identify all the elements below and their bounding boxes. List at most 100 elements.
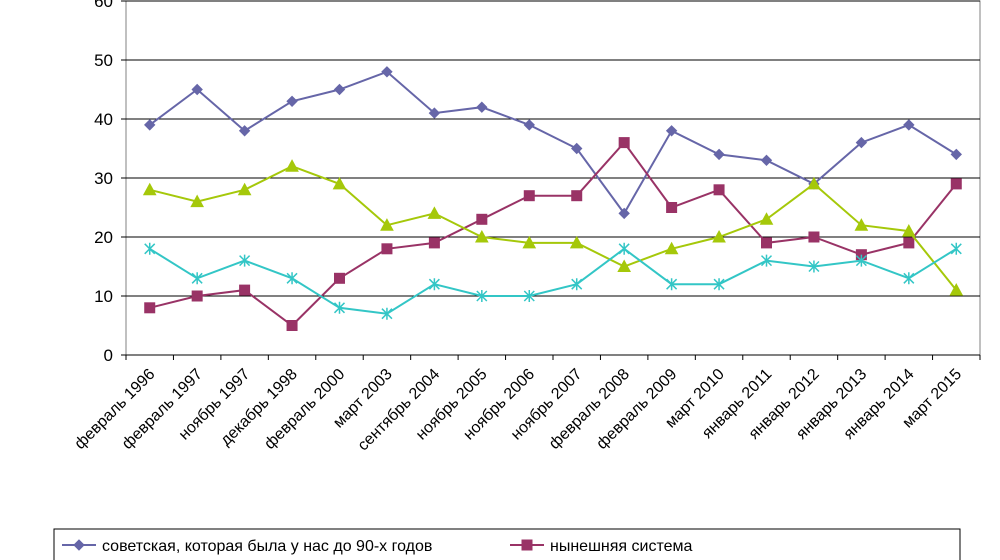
y-axis-ticks: 0 10 20 30 40 50 60 [94,0,126,365]
data-point [808,260,820,273]
series-2 [144,137,962,331]
data-point [191,290,203,302]
data-point [903,237,915,249]
data-point [476,101,488,113]
data-point [190,194,205,208]
data-point [428,107,441,119]
data-point [474,229,489,243]
data-point [476,290,488,302]
y-tick-label: 30 [94,169,113,188]
series-line [149,141,958,327]
data-point [761,237,772,249]
data-point [759,212,774,225]
data-point [664,241,679,255]
data-point [427,206,442,219]
data-point [713,278,725,291]
data-point [237,182,252,196]
grid-lines [125,0,981,356]
y-tick-label: 0 [104,346,113,365]
series-3 [142,159,964,296]
data-point [760,254,773,267]
data-point [523,190,535,202]
data-point [144,119,156,131]
data-point [950,242,962,255]
legend-entry: нынешняя система [510,538,693,555]
data-point [569,235,584,249]
data-point [285,159,299,172]
x-axis [125,354,981,360]
x-tick-label: февраль 2009 [593,366,680,453]
data-point [381,243,393,255]
legend-label: нынешняя система [550,538,693,555]
y-tick-label: 50 [94,51,113,70]
data-point [617,259,632,272]
data-point [428,237,440,249]
series-line [149,247,957,315]
x-tick-label: февраль 2000 [261,366,348,453]
data-point [713,148,725,161]
y-tick-label: 60 [94,0,113,11]
data-point [191,83,203,96]
data-point [523,119,535,131]
data-point [571,190,583,202]
data-point [666,278,678,291]
data-point [571,278,583,291]
y-tick-label: 10 [94,287,113,306]
data-point [523,290,535,302]
x-tick-label: сентябрь 2004 [355,366,444,455]
data-point [522,235,537,249]
data-point [855,136,868,149]
data-point [666,202,678,213]
data-point [807,176,821,190]
data-point [381,307,393,320]
legend-label: советская, которая была у нас до 90-х го… [102,538,432,555]
legend-entry: советская, которая была у нас до 90-х го… [62,538,432,555]
data-point [239,284,251,296]
data-point [618,207,630,220]
data-point [142,182,157,196]
data-point [286,320,298,331]
data-point [808,231,820,243]
data-point [760,154,773,167]
data-point [855,254,867,267]
data-point [381,66,393,78]
data-point [333,83,346,96]
x-tick-label: февраль 1997 [119,366,206,453]
y-tick-label: 40 [94,110,113,129]
data-point [333,301,346,314]
data-point [854,218,869,231]
data-point [521,539,533,551]
legend-box [53,528,961,560]
data-point [144,242,156,255]
series-lines [142,66,964,331]
data-point [618,137,630,149]
data-point [332,176,347,190]
series-line [149,70,957,216]
data-point [618,242,630,255]
data-point [238,125,251,137]
data-point [903,272,915,285]
data-point [286,272,298,285]
data-point [334,272,345,284]
data-point [73,539,85,551]
data-point [901,224,916,237]
x-tick-label: февраль 1996 [72,366,159,453]
data-point [950,178,962,190]
series-line [149,165,958,291]
data-point [665,125,678,137]
data-point [713,184,725,196]
x-tick-label: февраль 2008 [546,366,633,453]
legend: советская, которая была у нас до 90-х го… [53,528,961,560]
data-point [712,229,726,243]
data-point [571,142,583,155]
data-point [286,95,298,108]
data-point [903,119,915,131]
data-point [239,254,251,267]
series-1 [144,66,962,220]
data-point [191,272,203,285]
data-point [476,213,488,225]
data-point [144,302,156,314]
data-point [950,148,962,161]
